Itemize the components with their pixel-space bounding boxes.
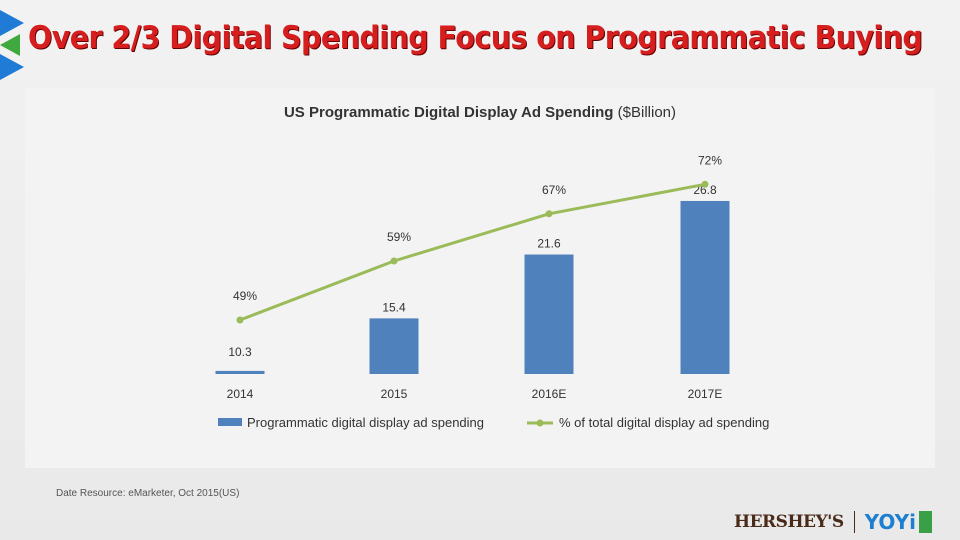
bar-2014 xyxy=(215,370,265,374)
category-label-2014: 2014 xyxy=(227,387,254,401)
bar-2017E xyxy=(680,200,730,374)
chart-title-main: US Programmatic Digital Display Ad Spend… xyxy=(283,104,614,121)
category-label-2017E: 2017E xyxy=(688,387,723,401)
line-point-2015 xyxy=(390,257,398,265)
logos: HERSHEY'S YOYi xyxy=(734,510,932,534)
bar-2015 xyxy=(369,318,419,374)
chart-title: US Programmatic Digital Display Ad Spend… xyxy=(0,104,960,121)
legend-label-line: % of total digital display ad spending xyxy=(559,415,769,430)
line-label-2014: 49% xyxy=(233,289,257,303)
legend-swatch-bar xyxy=(218,418,242,426)
yoyi-logo: YOYi xyxy=(864,510,916,534)
bar-label-2016E: 21.6 xyxy=(537,237,561,251)
source-note: Date Resource: eMarketer, Oct 2015(US) xyxy=(56,488,240,499)
chart-title-unit: ($Billion) xyxy=(617,104,677,121)
green-triangle-icon xyxy=(0,34,20,56)
line-label-2017E: 72% xyxy=(698,153,722,167)
blue-triangle-icon xyxy=(0,10,24,36)
line-point-2016E xyxy=(545,210,553,218)
logo-divider xyxy=(853,511,855,533)
legend-swatch-line-marker xyxy=(536,419,544,427)
line-point-2017E xyxy=(701,180,709,188)
line-point-2014 xyxy=(236,316,244,324)
bar-2016E xyxy=(524,254,574,374)
legend-label-bar: Programmatic digital display ad spending xyxy=(247,415,484,430)
chart-area xyxy=(25,88,935,468)
slide-title: Over 2/3 Digital Spending Focus on Progr… xyxy=(28,20,923,56)
line-label-2015: 59% xyxy=(387,230,411,244)
line-label-2016E: 67% xyxy=(542,183,566,197)
category-label-2016E: 2016E xyxy=(532,387,567,401)
bar-label-2015: 15.4 xyxy=(382,300,406,314)
category-label-2015: 2015 xyxy=(381,387,408,401)
bar-label-2014: 10.3 xyxy=(228,345,252,359)
hersheys-logo: HERSHEY'S xyxy=(734,512,844,532)
line-series-pct xyxy=(239,182,706,322)
yoyi-mark-icon xyxy=(919,511,932,533)
blue-triangle-icon xyxy=(0,54,24,80)
